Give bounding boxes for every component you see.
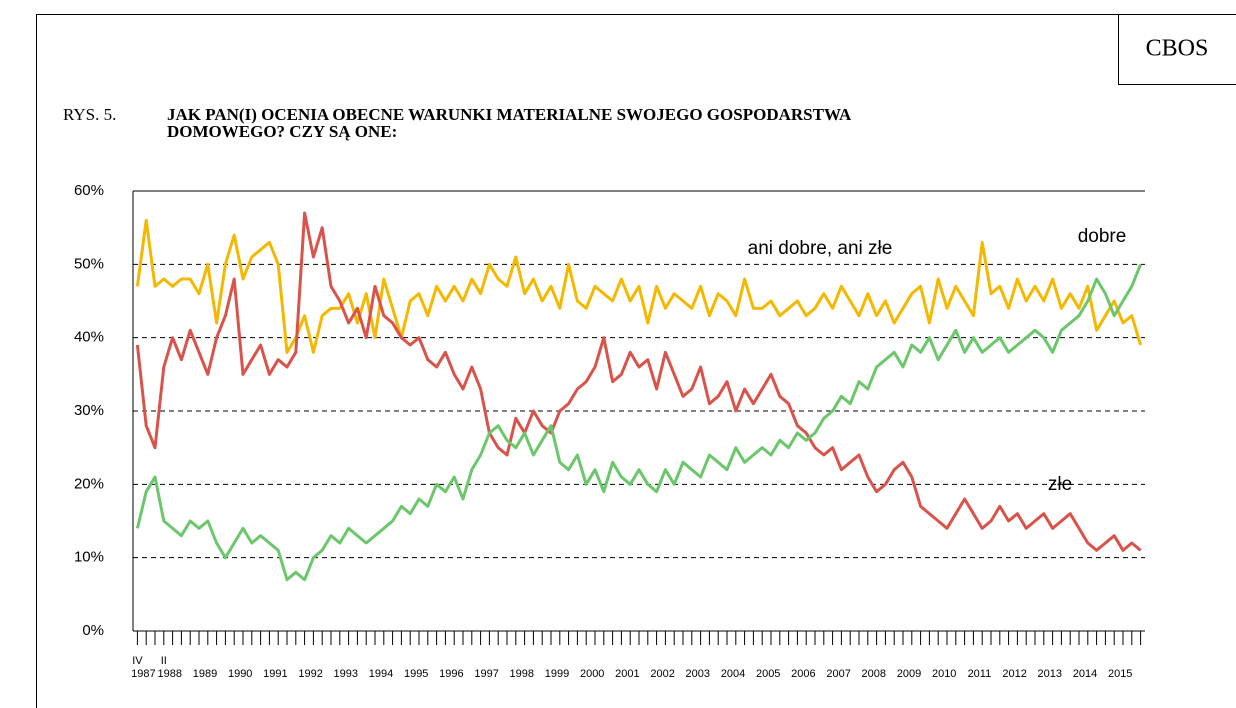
x-tick-label: 2010: [932, 668, 956, 680]
x-tick-label: 1990: [228, 668, 252, 680]
x-tick-label: 2000: [580, 668, 604, 680]
x-tick-label: 2006: [791, 668, 815, 680]
x-tick-label: 1993: [334, 668, 358, 680]
y-tick-label: 30%: [74, 402, 104, 419]
x-tick-label: 2005: [756, 668, 780, 680]
series-label: złe: [1048, 474, 1072, 495]
series-line: [135, 218, 1143, 354]
x-tick-label: 2009: [897, 668, 921, 680]
series-label: dobre: [1078, 226, 1127, 247]
x-sublabel: IV: [132, 655, 143, 667]
brand: CBOS: [1146, 36, 1209, 62]
y-tick-label: 50%: [74, 255, 104, 272]
series-line: [135, 263, 1142, 582]
x-tick-label: 1987: [131, 668, 155, 680]
x-tick-label: 1989: [193, 668, 217, 680]
y-tick-label: 0%: [82, 622, 104, 639]
figure-label: RYS. 5.: [63, 105, 116, 124]
x-tick-label: 2001: [615, 668, 639, 680]
x-tick-label: 2014: [1073, 668, 1097, 680]
x-tick-label: 2002: [650, 668, 674, 680]
x-tick-label: 2012: [1002, 668, 1026, 680]
x-tick-label: 1988: [158, 668, 182, 680]
chart-title: DOMOWEGO? CZY SĄ ONE:: [167, 122, 397, 141]
x-tick-label: 2015: [1108, 668, 1132, 680]
series-label: ani dobre, ani złe: [748, 238, 893, 259]
x-tick-label: 1992: [298, 668, 322, 680]
y-tick-label: 60%: [74, 182, 104, 199]
x-tick-label: 2011: [968, 668, 992, 680]
x-tick-label: 1995: [404, 668, 428, 680]
chart-title: JAK PAN(I) OCENIA OBECNE WARUNKI MATERIA…: [167, 105, 852, 124]
x-tick-label: 1994: [369, 668, 393, 680]
series-line: [135, 211, 1142, 552]
x-tick-label: 1998: [510, 668, 534, 680]
x-tick-label: 1996: [439, 668, 463, 680]
x-tick-label: 2007: [826, 668, 850, 680]
x-tick-label: 2013: [1038, 668, 1062, 680]
x-tick-label: 2003: [686, 668, 710, 680]
x-tick-label: 1997: [474, 668, 498, 680]
x-tick-label: 2008: [862, 668, 886, 680]
x-tick-label: 2004: [721, 668, 745, 680]
x-sublabel: II: [161, 655, 167, 667]
y-tick-label: 40%: [74, 329, 104, 346]
x-tick-label: 1991: [263, 668, 287, 680]
brand-box: [1118, 14, 1236, 85]
x-tick-label: 1999: [545, 668, 569, 680]
frame: [36, 14, 1236, 708]
y-tick-label: 10%: [74, 549, 104, 566]
y-tick-label: 20%: [74, 475, 104, 492]
